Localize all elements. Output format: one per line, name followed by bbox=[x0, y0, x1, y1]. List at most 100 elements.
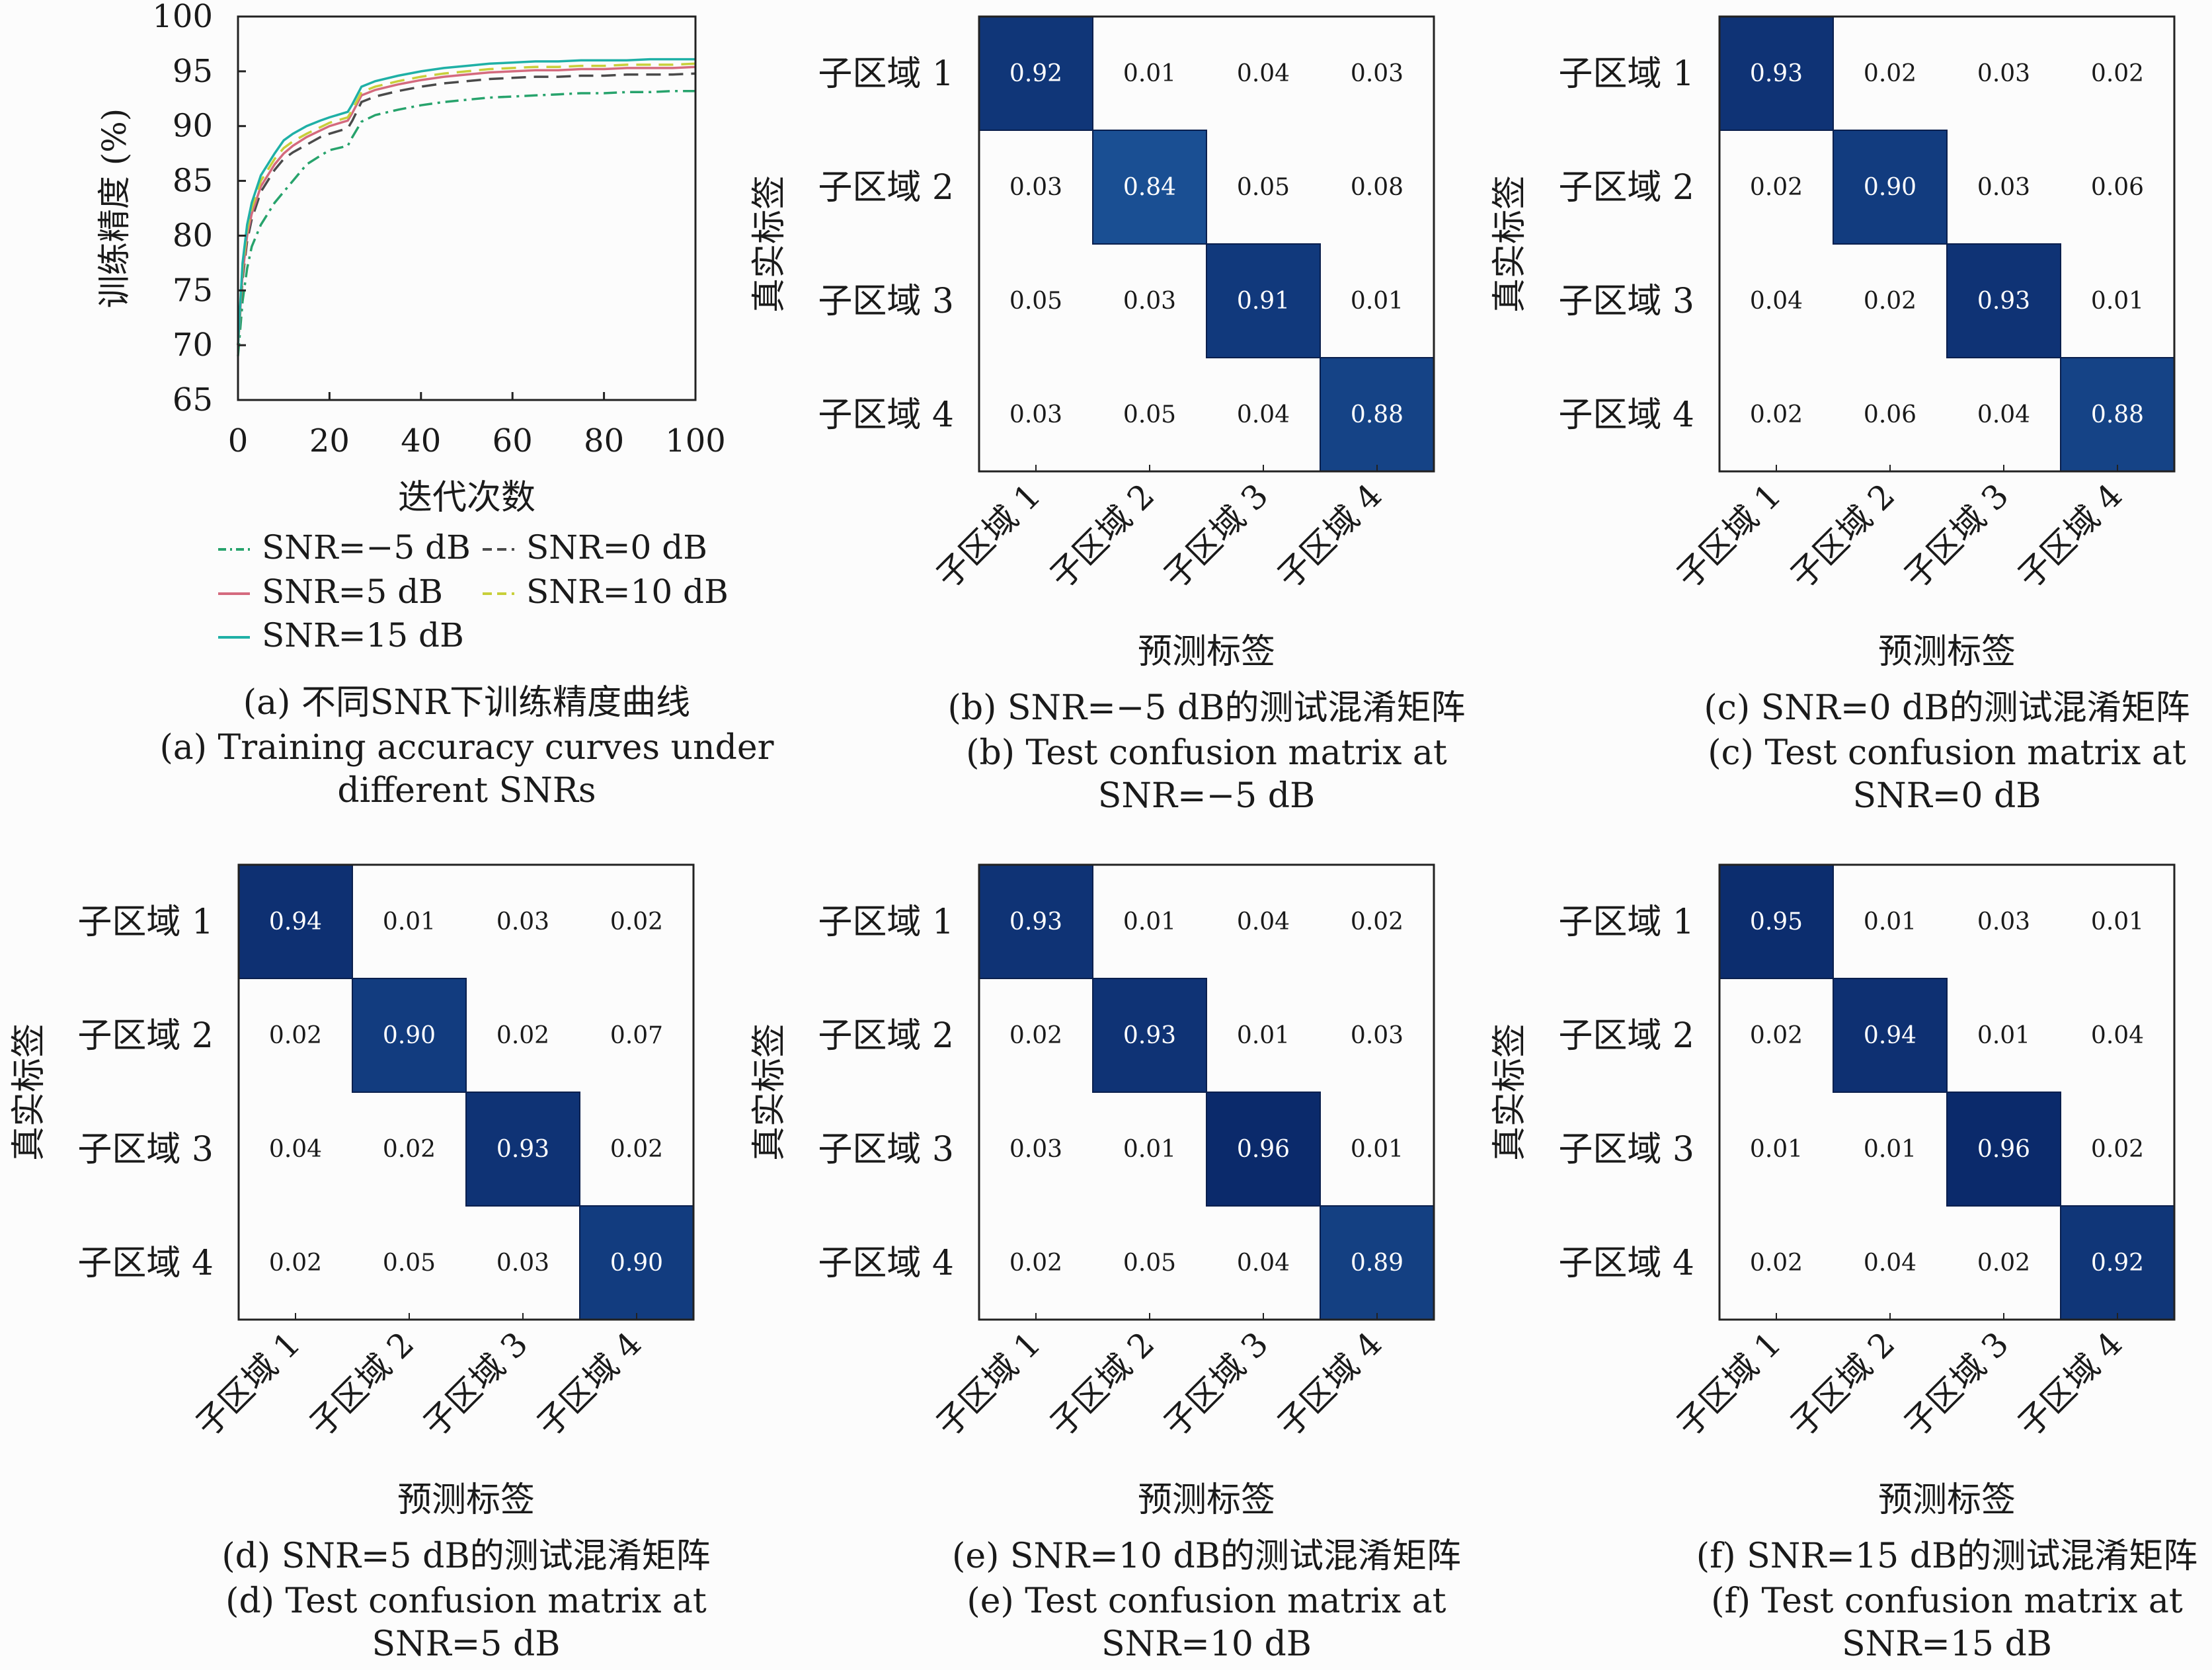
caption-en-line1: (b) Test confusion matrix at bbox=[966, 733, 1447, 773]
matrix-cell-value: 0.01 bbox=[2091, 288, 2144, 315]
legend-label-3: SNR=10 dB bbox=[526, 573, 729, 611]
matrix-cell-value: 0.01 bbox=[1351, 288, 1403, 315]
x-axis-label: 迭代次数 bbox=[398, 478, 535, 518]
x-tick-label: 80 bbox=[584, 422, 624, 459]
caption-en-line1: (a) Training accuracy curves under bbox=[159, 728, 773, 768]
matrix-cell-value: 0.04 bbox=[1977, 401, 2030, 428]
caption-en-line1: (c) Test confusion matrix at bbox=[1708, 733, 2186, 773]
matrix-cell bbox=[1833, 130, 1948, 245]
x-tick-label: 60 bbox=[493, 422, 533, 459]
matrix-cell-value: 0.91 bbox=[1237, 288, 1290, 315]
matrix-cell-value: 0.04 bbox=[269, 1136, 322, 1163]
caption-cn: (b) SNR=−5 dB的测试混淆矩阵 bbox=[948, 688, 1466, 728]
row-label: 子区域 2 bbox=[1558, 168, 1694, 208]
matrix-cell-value: 0.02 bbox=[1750, 174, 1803, 201]
matrix-cell-value: 0.95 bbox=[1750, 908, 1803, 935]
matrix-cell-value: 0.04 bbox=[1750, 288, 1803, 315]
matrix-cell-value: 0.03 bbox=[1351, 1022, 1403, 1049]
y-tick-label: 95 bbox=[173, 53, 213, 90]
y-axis-label: 训练精度 (%) bbox=[95, 108, 134, 308]
series-line-1 bbox=[237, 72, 696, 346]
row-label: 子区域 2 bbox=[77, 1016, 214, 1056]
matrix-cell bbox=[1833, 978, 1948, 1093]
caption-en-line2: SNR=10 dB bbox=[1101, 1624, 1312, 1664]
matrix-cell-value: 0.03 bbox=[1977, 908, 2030, 935]
plot-frame bbox=[237, 15, 697, 401]
series-line-2 bbox=[237, 65, 696, 346]
y-tick-label: 80 bbox=[173, 217, 213, 254]
row-label: 子区域 2 bbox=[818, 168, 954, 208]
matrix-cell-value: 0.01 bbox=[1123, 60, 1176, 87]
row-label: 子区域 1 bbox=[1558, 54, 1694, 94]
panel-d-confusion-matrix: 0.94 0.01 0.03 0.02 0.02 0.90 0.02 0.07 0.04 0.02… bbox=[9, 863, 711, 1664]
legend-label-2: SNR=5 dB bbox=[262, 573, 443, 611]
y-tick-label: 100 bbox=[152, 0, 213, 35]
row-label: 子区域 3 bbox=[818, 1130, 954, 1170]
row-label: 子区域 3 bbox=[1558, 1130, 1694, 1170]
matrix-cell-value: 0.92 bbox=[1009, 60, 1062, 87]
matrix-cell bbox=[352, 978, 467, 1093]
matrix-cell-value: 0.02 bbox=[1750, 401, 1803, 428]
matrix-cell-value: 0.04 bbox=[1237, 60, 1290, 87]
matrix-cell-value: 0.02 bbox=[2091, 60, 2144, 87]
matrix-cell-value: 0.02 bbox=[1864, 288, 1916, 315]
matrix-cell-value: 0.93 bbox=[1977, 288, 2030, 315]
x-axis-label: 预测标签 bbox=[1138, 1480, 1275, 1520]
matrix-cell-value: 0.02 bbox=[269, 1250, 322, 1277]
matrix-cell-value: 0.94 bbox=[1864, 1022, 1916, 1049]
column-label: 子区域 1 bbox=[188, 1324, 308, 1444]
column-label: 子区域 3 bbox=[1897, 1324, 2016, 1444]
matrix-cell-value: 0.02 bbox=[1750, 1250, 1803, 1277]
column-label: 子区域 1 bbox=[1669, 1324, 1789, 1444]
matrix-cell bbox=[2060, 357, 2175, 472]
row-label: 子区域 4 bbox=[77, 1244, 214, 1283]
matrix-cell-value: 0.02 bbox=[1351, 908, 1403, 935]
panel-a-line-chart: 0 20 40 60 80 100 65 70 75 80 85 90 95 100 迭代次数 训练精度 (%… bbox=[95, 0, 774, 811]
matrix-cell-value: 0.88 bbox=[1351, 401, 1403, 428]
matrix-cell-value: 0.01 bbox=[1750, 1136, 1803, 1163]
matrix-cell-value: 0.02 bbox=[496, 1022, 549, 1049]
caption-en-line1: (d) Test confusion matrix at bbox=[225, 1581, 707, 1621]
matrix-cell-value: 0.02 bbox=[269, 1022, 322, 1049]
row-label: 子区域 1 bbox=[77, 902, 214, 942]
column-label: 子区域 2 bbox=[1783, 476, 1903, 596]
panel-c-confusion-matrix: 0.93 0.02 0.03 0.02 0.02 0.90 0.03 0.06 0.04 0.02… bbox=[1490, 15, 2190, 816]
caption-en-line2: SNR=5 dB bbox=[372, 1624, 561, 1664]
matrix-cell bbox=[1092, 978, 1207, 1093]
column-label: 子区域 4 bbox=[2010, 476, 2130, 596]
matrix-cell-value: 0.90 bbox=[1864, 174, 1916, 201]
series-line-0 bbox=[237, 89, 695, 356]
matrix-cell-value: 0.03 bbox=[496, 1250, 549, 1277]
caption-en-line2: SNR=15 dB bbox=[1842, 1624, 2052, 1664]
x-tick-label: 0 bbox=[228, 422, 249, 459]
caption-cn: (f) SNR=15 dB的测试混淆矩阵 bbox=[1696, 1536, 2197, 1576]
matrix-cell bbox=[978, 864, 1093, 979]
matrix-cell-value: 0.93 bbox=[1009, 908, 1062, 935]
row-label: 子区域 4 bbox=[1558, 1244, 1694, 1283]
matrix-frame bbox=[978, 15, 1435, 473]
column-label: 子区域 2 bbox=[1043, 1324, 1162, 1444]
matrix-cell-value: 0.01 bbox=[1864, 1136, 1916, 1163]
matrix-cell bbox=[1092, 130, 1207, 245]
matrix-cell bbox=[1946, 243, 2061, 358]
matrix-cell-value: 0.05 bbox=[1009, 288, 1062, 315]
row-label: 子区域 3 bbox=[1558, 282, 1694, 321]
column-label: 子区域 2 bbox=[1783, 1324, 1903, 1444]
column-label: 子区域 4 bbox=[530, 1324, 649, 1444]
row-label: 子区域 1 bbox=[1558, 902, 1694, 942]
y-tick-label: 65 bbox=[173, 381, 213, 418]
matrix-cell-value: 0.03 bbox=[1123, 288, 1176, 315]
matrix-cell-value: 0.93 bbox=[1750, 60, 1803, 87]
legend-label-4: SNR=15 dB bbox=[262, 616, 464, 655]
matrix-cell-value: 0.03 bbox=[496, 908, 549, 935]
row-label: 子区域 1 bbox=[818, 902, 954, 942]
matrix-cell bbox=[1320, 357, 1435, 472]
matrix-cell-value: 0.03 bbox=[1977, 60, 2030, 87]
y-tick-label: 75 bbox=[173, 272, 213, 309]
column-label: 子区域 1 bbox=[1669, 476, 1789, 596]
x-axis-label: 预测标签 bbox=[1878, 632, 2016, 672]
matrix-cell-value: 0.08 bbox=[1351, 174, 1403, 201]
matrix-cell-value: 0.01 bbox=[1977, 1022, 2030, 1049]
caption-en-line1: (e) Test confusion matrix at bbox=[967, 1581, 1446, 1621]
matrix-cell-value: 0.01 bbox=[2091, 908, 2144, 935]
